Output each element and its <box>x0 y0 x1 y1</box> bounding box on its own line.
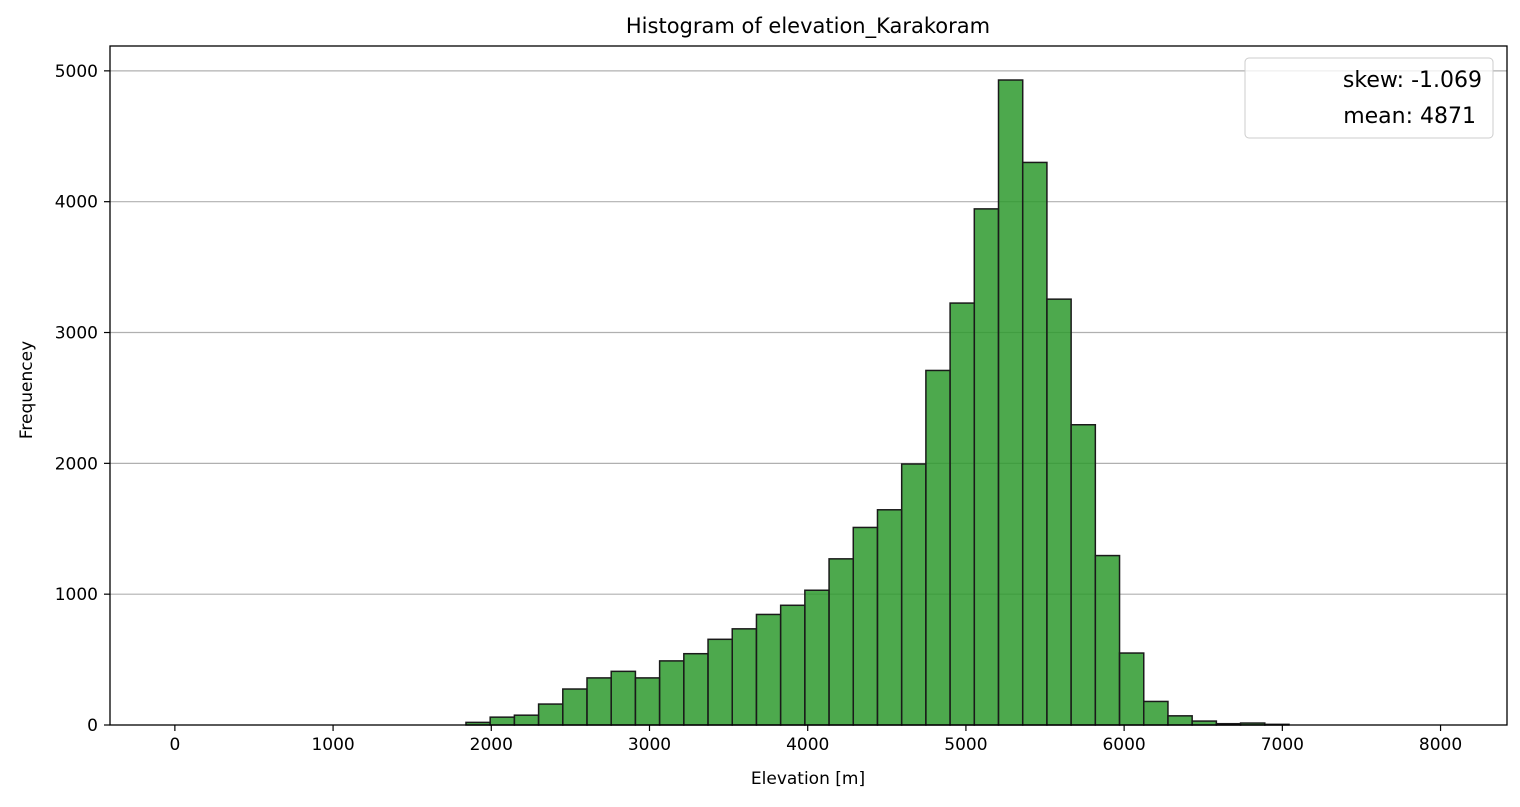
y-tick-label: 4000 <box>55 193 98 213</box>
plot-frame <box>109 45 1508 726</box>
axes <box>109 45 1508 726</box>
histogram-bar <box>634 677 661 726</box>
tick-marks: 0 1000 2000 3000 4000 5000 6000 7000 8000 0 1000 20… <box>55 62 1462 755</box>
histogram-bar <box>513 714 540 726</box>
histogram-bar <box>489 716 516 726</box>
histogram-bar <box>949 302 976 726</box>
histogram-bar <box>755 613 782 726</box>
legend-entry-skew: skew: -1.069 <box>1343 68 1482 93</box>
histogram-bar <box>707 638 733 726</box>
histogram-bar <box>562 688 588 726</box>
histogram-bar <box>828 558 855 726</box>
y-tick-label: 1000 <box>55 585 98 605</box>
y-tick-label: 5000 <box>55 62 98 82</box>
histogram-bar <box>586 677 612 726</box>
histogram-bar <box>925 369 951 726</box>
y-axis-label: Frequencey <box>17 341 37 439</box>
x-tick-label: 4000 <box>786 735 829 755</box>
x-tick-label: 0 <box>169 735 180 755</box>
x-axis-label: Elevation [m] <box>751 769 865 789</box>
y-tick-label: 3000 <box>55 324 98 344</box>
x-tick-label: 2000 <box>470 735 513 755</box>
histogram-bar <box>658 660 685 726</box>
grid-lines <box>110 70 1507 595</box>
x-tick-label: 7000 <box>1261 735 1304 755</box>
histogram-bar <box>683 652 709 726</box>
histogram-bar <box>1021 161 1048 726</box>
y-tick-label: 0 <box>87 716 98 736</box>
x-tick-label: 6000 <box>1102 735 1145 755</box>
x-tick-label: 5000 <box>944 735 987 755</box>
histogram-bar <box>997 79 1024 726</box>
x-tick-label: 8000 <box>1419 735 1462 755</box>
histogram-bar <box>876 509 903 726</box>
histogram-bar <box>1046 298 1072 726</box>
histogram-bar <box>731 628 758 726</box>
legend: skew: -1.069 mean: 4871 <box>1244 57 1494 139</box>
y-tick-label: 2000 <box>55 454 98 474</box>
legend-entry-mean: mean: 4871 <box>1343 104 1476 129</box>
histogram-bar <box>1070 423 1097 726</box>
chart-title: Histogram of elevation_Karakoram <box>626 14 990 39</box>
histogram-bar <box>1118 652 1145 726</box>
histogram-bar <box>804 589 830 726</box>
x-tick-label: 3000 <box>628 735 671 755</box>
histogram-bar <box>1142 700 1169 726</box>
histogram-bar <box>973 208 1000 726</box>
legend-frame <box>1244 57 1494 139</box>
histogram-bar <box>1167 715 1193 726</box>
histogram-bar <box>779 604 806 726</box>
histogram-bar <box>1094 554 1121 726</box>
x-tick-label: 1000 <box>311 735 354 755</box>
histogram-bars <box>465 79 1290 726</box>
histogram-bar <box>852 526 879 726</box>
histogram-bar <box>900 463 927 726</box>
histogram-bar <box>610 670 637 726</box>
histogram-bar <box>537 703 564 726</box>
